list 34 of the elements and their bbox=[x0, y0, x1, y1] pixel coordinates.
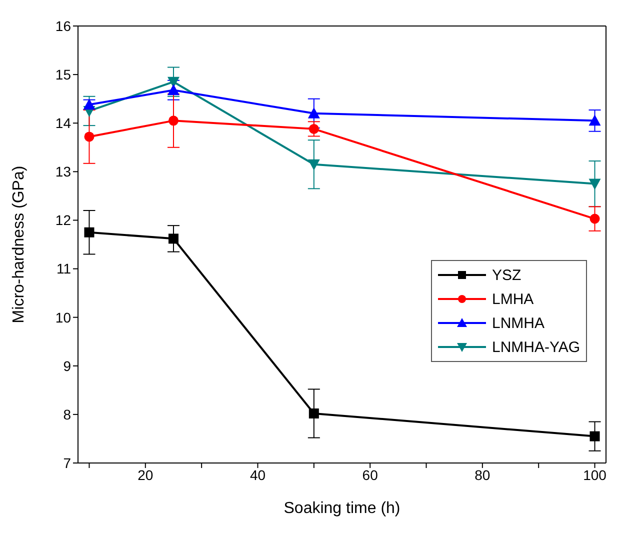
point bbox=[84, 227, 94, 238]
point bbox=[590, 431, 600, 442]
point bbox=[308, 159, 320, 170]
y-tick-label: 15 bbox=[55, 66, 72, 83]
y-axis-title: Micro-hardness (GPa) bbox=[10, 166, 28, 324]
legend-label: LMHA bbox=[492, 290, 534, 308]
y-tick-label: 16 bbox=[55, 18, 72, 34]
y-tick-label: 10 bbox=[55, 309, 72, 326]
y-tick-label: 14 bbox=[55, 115, 72, 132]
y-tick-label: 11 bbox=[56, 260, 72, 277]
point bbox=[168, 116, 178, 126]
y-tick-label: 8 bbox=[63, 406, 72, 422]
point bbox=[84, 132, 94, 142]
y-tick-label: 7 bbox=[63, 454, 72, 471]
point bbox=[167, 84, 180, 96]
legend-label: YSZ bbox=[492, 266, 522, 284]
y-tick-label: 12 bbox=[55, 212, 72, 228]
point bbox=[308, 408, 319, 418]
x-tick-label: 20 bbox=[138, 466, 154, 483]
x-tick-label: 40 bbox=[250, 466, 266, 483]
y-tick-label: 13 bbox=[55, 164, 72, 180]
x-tick-label: 100 bbox=[583, 466, 607, 483]
point bbox=[308, 107, 320, 118]
x-tick-label: 60 bbox=[362, 466, 378, 483]
point bbox=[588, 114, 601, 126]
point bbox=[308, 124, 319, 134]
x-tick-label: 80 bbox=[474, 466, 490, 483]
x-axis-title: Soaking time (h) bbox=[284, 500, 400, 517]
y-tick-label: 9 bbox=[63, 358, 72, 374]
legend-label: LNMHA bbox=[492, 314, 545, 332]
point bbox=[168, 234, 178, 244]
point bbox=[590, 214, 600, 224]
legend-label: LNMHA-YAG bbox=[492, 338, 580, 356]
point bbox=[588, 178, 601, 190]
